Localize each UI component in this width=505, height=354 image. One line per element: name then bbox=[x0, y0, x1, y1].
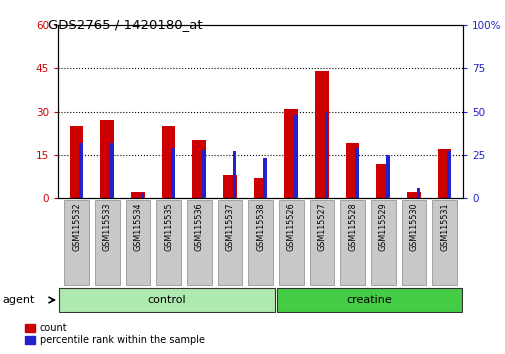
Text: GDS2765 / 1420180_at: GDS2765 / 1420180_at bbox=[48, 18, 203, 31]
Text: GSM115528: GSM115528 bbox=[347, 202, 357, 251]
Text: creatine: creatine bbox=[346, 295, 392, 305]
Bar bbox=[201, 150, 206, 198]
Bar bbox=[446, 152, 450, 198]
FancyBboxPatch shape bbox=[401, 200, 425, 285]
FancyBboxPatch shape bbox=[217, 200, 242, 285]
Bar bbox=[100, 120, 114, 198]
FancyBboxPatch shape bbox=[125, 200, 150, 285]
Text: GSM115527: GSM115527 bbox=[317, 202, 326, 251]
Bar bbox=[253, 178, 267, 198]
Text: GSM115537: GSM115537 bbox=[225, 202, 234, 251]
Bar bbox=[376, 164, 389, 198]
Text: GSM115535: GSM115535 bbox=[164, 202, 173, 251]
Legend: count, percentile rank within the sample: count, percentile rank within the sample bbox=[25, 324, 205, 346]
Bar bbox=[192, 141, 206, 198]
Bar bbox=[345, 143, 359, 198]
FancyBboxPatch shape bbox=[187, 200, 211, 285]
FancyBboxPatch shape bbox=[59, 288, 275, 312]
Bar bbox=[355, 148, 359, 198]
FancyBboxPatch shape bbox=[309, 200, 333, 285]
Bar bbox=[263, 158, 267, 198]
Bar bbox=[70, 126, 83, 198]
Bar bbox=[110, 143, 114, 198]
Text: GSM115529: GSM115529 bbox=[378, 202, 387, 251]
Bar bbox=[437, 149, 450, 198]
FancyBboxPatch shape bbox=[248, 200, 272, 285]
FancyBboxPatch shape bbox=[431, 200, 456, 285]
Text: GSM115536: GSM115536 bbox=[194, 202, 204, 251]
Text: GSM115538: GSM115538 bbox=[256, 202, 265, 251]
Text: GSM115533: GSM115533 bbox=[103, 202, 112, 251]
Bar bbox=[79, 143, 83, 198]
FancyBboxPatch shape bbox=[156, 200, 180, 285]
FancyBboxPatch shape bbox=[64, 200, 89, 285]
Bar bbox=[140, 193, 144, 198]
Bar bbox=[171, 148, 175, 198]
Bar bbox=[416, 188, 420, 198]
Text: GSM115534: GSM115534 bbox=[133, 202, 142, 251]
Bar bbox=[293, 115, 297, 198]
Text: GSM115526: GSM115526 bbox=[286, 202, 295, 251]
Text: GSM115532: GSM115532 bbox=[72, 202, 81, 251]
FancyBboxPatch shape bbox=[95, 200, 119, 285]
Bar bbox=[284, 109, 297, 198]
FancyBboxPatch shape bbox=[277, 288, 461, 312]
FancyBboxPatch shape bbox=[278, 200, 303, 285]
Bar bbox=[406, 193, 420, 198]
Bar bbox=[232, 152, 236, 198]
Bar bbox=[162, 126, 175, 198]
Bar bbox=[223, 175, 236, 198]
Bar bbox=[324, 112, 328, 198]
Bar bbox=[315, 71, 328, 198]
FancyBboxPatch shape bbox=[340, 200, 364, 285]
Text: GSM115530: GSM115530 bbox=[409, 202, 418, 251]
Bar bbox=[131, 193, 144, 198]
Bar bbox=[385, 155, 389, 198]
Text: agent: agent bbox=[3, 295, 35, 305]
Text: control: control bbox=[147, 295, 186, 305]
FancyBboxPatch shape bbox=[370, 200, 395, 285]
Text: GSM115531: GSM115531 bbox=[439, 202, 448, 251]
